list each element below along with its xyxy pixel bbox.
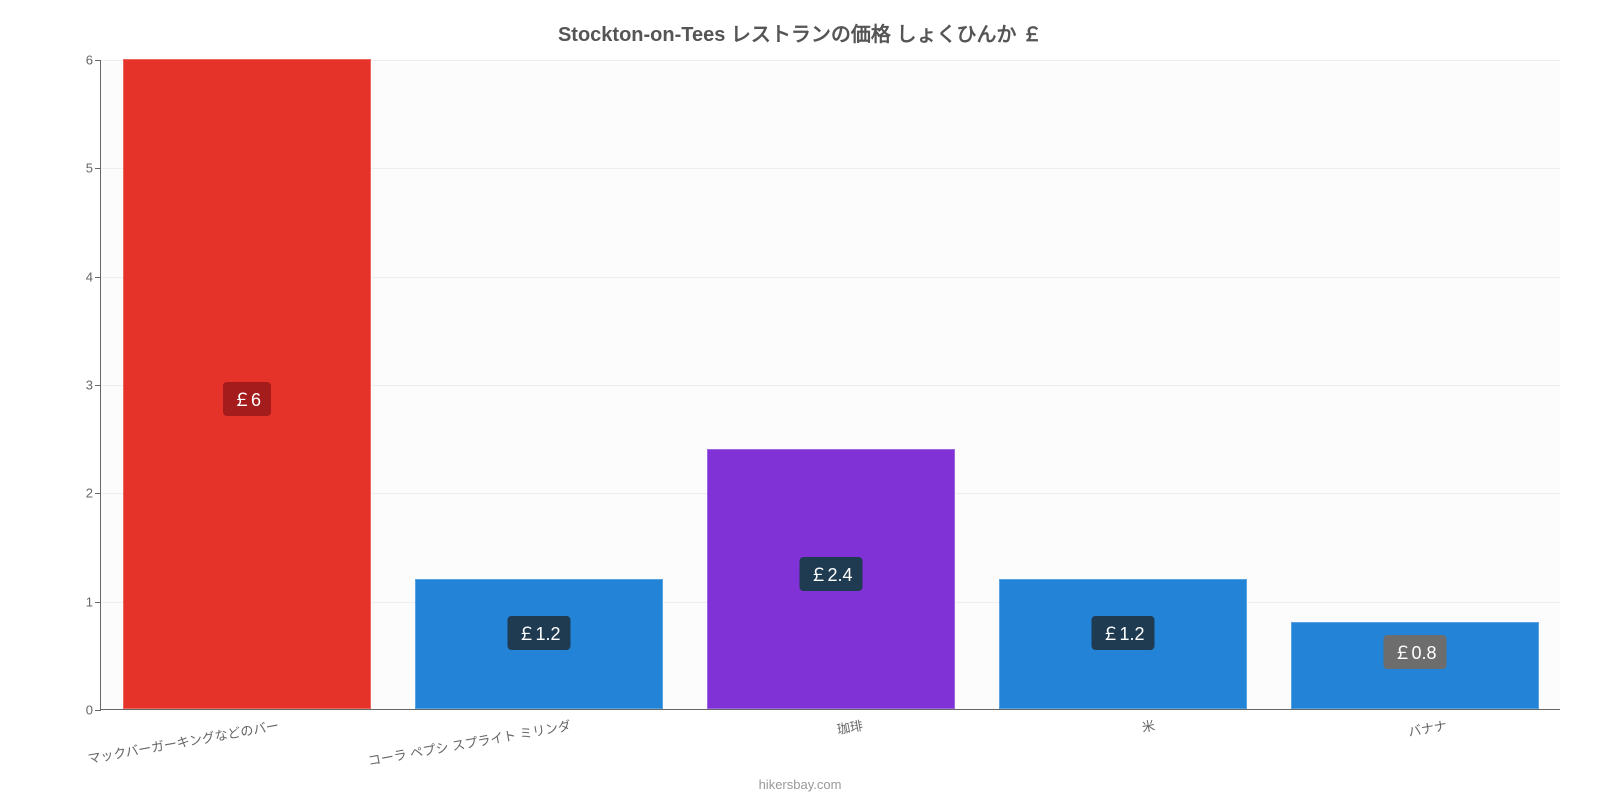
bar: ￡0.8 [1291,622,1539,709]
y-tick-label: 3 [86,378,93,393]
y-tick-label: 6 [86,53,93,68]
y-tick-label: 2 [86,486,93,501]
bar-value-label: ￡0.8 [1383,635,1446,669]
x-tick-label: コーラ ペプシ スプライト ミリンダ [366,715,572,769]
y-tick-mark [95,710,101,711]
x-tick-label: バナナ [1407,715,1449,740]
y-tick-label: 0 [86,703,93,718]
plot-area: 0123456 ￡6￡1.2￡2.4￡1.2￡0.8 マックバーガーキングなどの… [100,60,1560,710]
price-bar-chart: Stockton-on-Tees レストランの価格 しょくひんか ￡ 0 1 2 3 4… [0,0,1600,800]
bar: ￡1.2 [415,579,663,709]
bar-value-label: ￡6 [223,382,271,416]
y-tick-label: 5 [86,161,93,176]
bar: ￡1.2 [999,579,1247,709]
attribution-text: hikersbay.com [0,777,1600,792]
y-tick-label: 4 [86,269,93,284]
x-tick-label: 珈琲 [835,715,864,738]
bar: ￡2.4 [707,449,955,709]
bars-layer: ￡6 ￡1.2 ￡2.4 ￡1.2 ￡0.8 [101,60,1560,709]
bar: ￡6 [123,59,371,709]
chart-title: Stockton-on-Tees レストランの価格 しょくひんか ￡ [0,18,1600,47]
bar-value-label: ￡1.2 [1091,616,1154,650]
x-tick-label: マックバーガーキングなどのバー [86,715,280,767]
y-tick-label: 1 [86,594,93,609]
bar-value-label: ￡1.2 [507,616,570,650]
x-tick-label: 米 [1140,715,1156,736]
bar-value-label: ￡2.4 [799,557,862,591]
